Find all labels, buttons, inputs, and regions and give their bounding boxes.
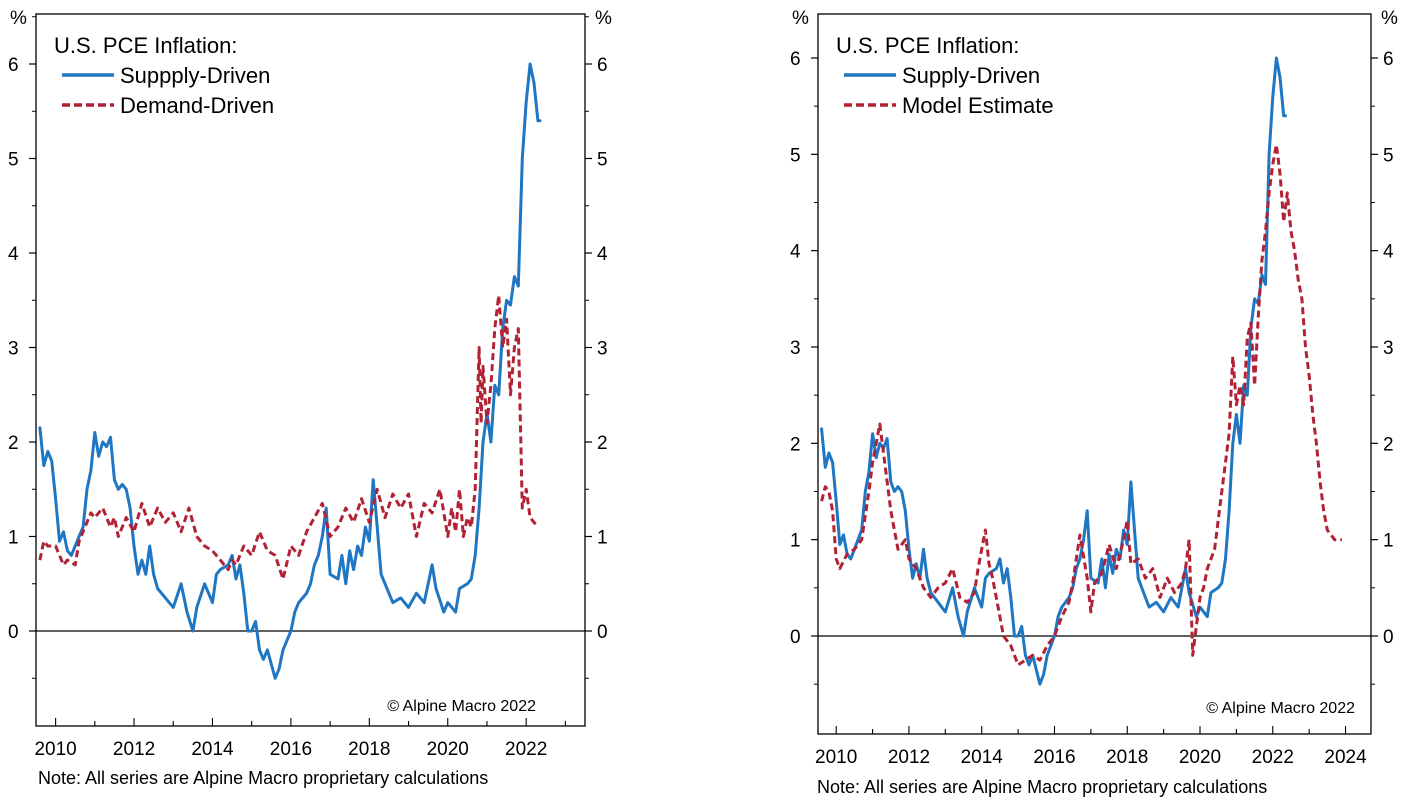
legend-label: Supply-Driven bbox=[902, 63, 1040, 88]
y-tick-label-left: 1 bbox=[8, 528, 19, 549]
x-tick-label: 2020 bbox=[427, 739, 469, 760]
x-tick-label: 2018 bbox=[348, 739, 390, 760]
series-line-supply bbox=[820, 56, 1287, 686]
chart-right: 0 0 1 1 2 2 3 3 4 4 5 5 6 6%% 2010 2012 2014 2016 2018 2020… bbox=[707, 0, 1414, 805]
y-tick-label-right: 6 bbox=[597, 55, 608, 76]
y-tick-label-left: 0 bbox=[8, 622, 19, 643]
x-tick-label: 2012 bbox=[113, 739, 155, 760]
x-tick-label: 2010 bbox=[34, 739, 76, 760]
y-tick-label-right: 6 bbox=[1383, 49, 1394, 70]
y-tick-label-right: 3 bbox=[1383, 338, 1394, 359]
x-tick-label: 2022 bbox=[505, 739, 547, 760]
x-tick-label: 2020 bbox=[1179, 747, 1221, 768]
x-tick-label: 2016 bbox=[1033, 747, 1075, 768]
y-unit-right: % bbox=[1381, 8, 1398, 29]
legend-label: Suppply-Driven bbox=[120, 63, 270, 88]
y-tick-label-left: 0 bbox=[790, 627, 801, 648]
y-tick-label-right: 4 bbox=[1383, 242, 1394, 263]
y-tick-label-right: 4 bbox=[597, 244, 608, 265]
series-line-supply bbox=[38, 62, 542, 680]
legend-label: Demand-Driven bbox=[120, 93, 274, 118]
y-tick-label-left: 5 bbox=[8, 150, 19, 171]
legend-title: U.S. PCE Inflation: bbox=[836, 33, 1019, 58]
x-tick-label: 2012 bbox=[888, 747, 930, 768]
y-tick-label-left: 1 bbox=[790, 531, 801, 552]
chart-right-svg: 0 0 1 1 2 2 3 3 4 4 5 5 6 6% % 2010 2012 2014 2016 2018 2020… bbox=[790, 8, 1398, 797]
y-tick-label-left: 5 bbox=[790, 145, 801, 166]
chart-left: 0 0 1 1 2 2 3 3 4 4 5 5 6 6%% 2010 2012 2014 2016 2018 2020… bbox=[0, 0, 707, 805]
y-tick-label-left: 4 bbox=[790, 242, 801, 263]
x-tick-label: 2014 bbox=[191, 739, 234, 760]
x-tick-label: 2022 bbox=[1252, 747, 1294, 768]
y-tick-label-right: 1 bbox=[1383, 531, 1394, 552]
y-unit-left: % bbox=[10, 8, 27, 29]
y-tick-label-right: 0 bbox=[597, 622, 608, 643]
y-tick-label-left: 4 bbox=[8, 244, 19, 265]
y-tick-label-left: 3 bbox=[790, 338, 801, 359]
y-tick-label-right: 3 bbox=[597, 339, 608, 360]
y-tick-label-left: 3 bbox=[8, 339, 19, 360]
x-tick-label: 2010 bbox=[815, 747, 857, 768]
y-tick-label-left: 6 bbox=[790, 49, 801, 70]
chart-left-svg: 0 0 1 1 2 2 3 3 4 4 5 5 6 6% % 2010 2012 2014 2016 2018 2020… bbox=[8, 8, 612, 788]
y-tick-label-right: 2 bbox=[597, 433, 608, 454]
series-line-second bbox=[38, 294, 540, 581]
copyright-text: © Alpine Macro 2022 bbox=[1206, 700, 1355, 717]
y-tick-label-right: 2 bbox=[1383, 434, 1394, 455]
y-unit-right: % bbox=[595, 8, 612, 29]
x-tick-label: 2016 bbox=[270, 739, 312, 760]
plot-frame bbox=[817, 13, 1372, 735]
legend-label: Model Estimate bbox=[902, 93, 1054, 118]
y-tick-label-right: 5 bbox=[1383, 145, 1394, 166]
y-tick-label-left: 2 bbox=[8, 433, 19, 454]
note-text: Note: All series are Alpine Macro propri… bbox=[817, 777, 1267, 797]
y-unit-left: % bbox=[792, 8, 809, 29]
y-tick-label-left: 6 bbox=[8, 55, 19, 76]
y-tick-label-right: 1 bbox=[597, 528, 608, 549]
legend-title: U.S. PCE Inflation: bbox=[54, 33, 237, 58]
series-line-second bbox=[820, 143, 1342, 667]
y-tick-label-left: 2 bbox=[790, 434, 801, 455]
y-tick-label-right: 5 bbox=[597, 150, 608, 171]
note-text: Note: All series are Alpine Macro propri… bbox=[38, 768, 488, 788]
y-tick-label-right: 0 bbox=[1383, 627, 1394, 648]
plot-frame bbox=[35, 13, 586, 727]
copyright-text: © Alpine Macro 2022 bbox=[387, 698, 536, 715]
x-tick-label: 2014 bbox=[961, 747, 1004, 768]
x-tick-label: 2018 bbox=[1106, 747, 1148, 768]
x-tick-label: 2024 bbox=[1324, 747, 1367, 768]
